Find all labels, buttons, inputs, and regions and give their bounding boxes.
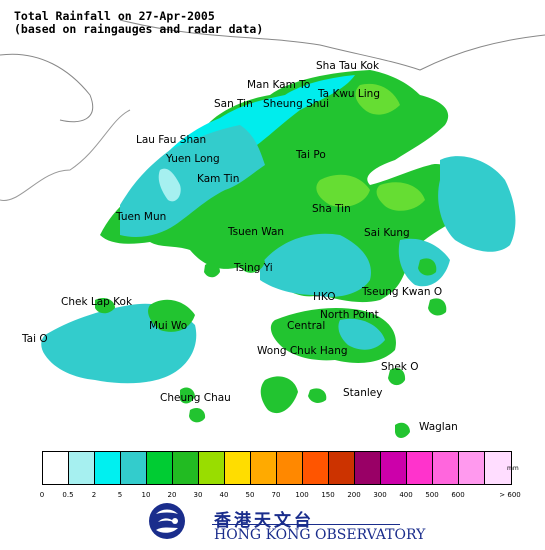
place-label: HKO	[313, 291, 336, 303]
place-label: Lau Fau Shan	[136, 134, 207, 146]
place-label: Tai Po	[296, 149, 326, 161]
place-label: Sha Tau Kok	[316, 60, 380, 72]
legend-tick-label: 300	[373, 491, 387, 499]
place-label: Chek Lap Kok	[61, 296, 133, 308]
legend-tick-label: 5	[117, 491, 123, 499]
place-label: Tuen Mun	[116, 211, 167, 223]
place-label: Tseung Kwan O	[362, 286, 443, 298]
lightgreen-zone-2	[316, 174, 370, 207]
legend-swatch	[69, 452, 95, 484]
cyan-zone-east	[438, 156, 516, 252]
legend-unit: mm	[507, 465, 519, 472]
legend-swatch	[381, 452, 407, 484]
legend-tick-label: 400	[399, 491, 413, 499]
place-label: Tsing Yi	[234, 262, 273, 274]
place-label: Wong Chuk Hang	[257, 345, 348, 357]
place-label: Central	[287, 320, 326, 332]
legend-swatch	[147, 452, 173, 484]
place-label: Mui Wo	[149, 320, 188, 332]
place-label: Tsuen Wan	[228, 226, 285, 238]
mainland-coast	[0, 109, 131, 201]
waglan-islet	[395, 422, 410, 438]
legend-swatch	[355, 452, 381, 484]
legend-swatch	[173, 452, 199, 484]
tsing-yi	[237, 251, 265, 273]
legend-tick-label: 50	[245, 491, 255, 499]
legend-tick-label: 150	[321, 491, 335, 499]
hk-island-cyan	[338, 318, 385, 350]
legend-swatch	[485, 452, 511, 484]
cyan-zone-kowloon	[260, 233, 371, 297]
lightgreen-zone-1	[355, 83, 400, 115]
logo-divider	[212, 524, 400, 525]
legend-swatch	[303, 452, 329, 484]
legend-swatch	[407, 452, 433, 484]
place-label: Tai O	[22, 333, 48, 345]
legend-swatch	[251, 452, 277, 484]
legend-tick-label: 70	[271, 491, 281, 499]
legend-tick-label: > 600	[499, 491, 521, 499]
observatory-logo-icon	[149, 503, 185, 539]
legend-tick-label: 600	[451, 491, 465, 499]
legend-tick-label: 0	[39, 491, 45, 499]
place-label: Yuen Long	[166, 153, 220, 165]
lightgreen-zone-3	[376, 182, 425, 211]
legend-tick-label: 20	[167, 491, 177, 499]
place-label: Kam Tin	[197, 173, 240, 185]
light-blue-patch	[158, 168, 181, 202]
lamma-island	[260, 376, 298, 414]
legend-tick-label: 500	[425, 491, 439, 499]
place-label: Sha Tin	[312, 203, 351, 215]
place-label: North Point	[320, 309, 379, 321]
place-label: Cheung Chau	[160, 392, 231, 404]
legend-swatch	[199, 452, 225, 484]
new-territories	[100, 70, 475, 303]
legend-swatch	[329, 452, 355, 484]
lantau-green	[148, 299, 195, 332]
place-label: Waglan	[419, 421, 458, 433]
place-label: San Tin	[214, 98, 253, 110]
place-label: Ta Kwu Ling	[318, 88, 381, 100]
islet-s	[189, 407, 206, 423]
legend-tick-label: 100	[295, 491, 309, 499]
rainfall-legend	[42, 451, 512, 485]
legend-swatch	[459, 452, 485, 484]
legend-tick-label: 2	[91, 491, 97, 499]
legend-swatch	[95, 452, 121, 484]
map-subtitle: (based on raingauges and radar data)	[14, 22, 264, 36]
islet-w	[204, 262, 220, 278]
mainland-border	[0, 19, 545, 123]
legend-swatch	[277, 452, 303, 484]
po-toi	[388, 368, 406, 386]
legend-tick-label: 40	[219, 491, 229, 499]
place-label: Sheung Shui	[263, 98, 329, 110]
legend-swatch	[43, 452, 69, 484]
place-label: Sai Kung	[364, 227, 410, 239]
place-label: Man Kam To	[247, 79, 311, 91]
place-label: Shek O	[381, 361, 419, 373]
islet-chek	[95, 297, 115, 314]
islet-ne	[418, 258, 437, 276]
legend-tick-label: 10	[141, 491, 151, 499]
islet-e	[428, 298, 447, 316]
legend-swatch	[433, 452, 459, 484]
teal-zone-west	[120, 125, 265, 237]
cheung-chau	[180, 387, 195, 404]
legend-swatch	[121, 452, 147, 484]
legend-tick-label: 200	[347, 491, 361, 499]
map-title: Total Rainfall on 27-Apr-2005	[14, 9, 215, 23]
place-label: Stanley	[343, 387, 383, 399]
legend-swatch	[225, 452, 251, 484]
legend-tick-label: 0.5	[62, 491, 74, 499]
observatory-name-chinese: 香港天文台	[214, 511, 314, 531]
islet-pt	[308, 388, 327, 403]
rainfall-map	[0, 19, 545, 438]
legend-tick-label: 30	[193, 491, 203, 499]
observatory-name-english: HONG KONG OBSERVATORY	[214, 527, 426, 543]
